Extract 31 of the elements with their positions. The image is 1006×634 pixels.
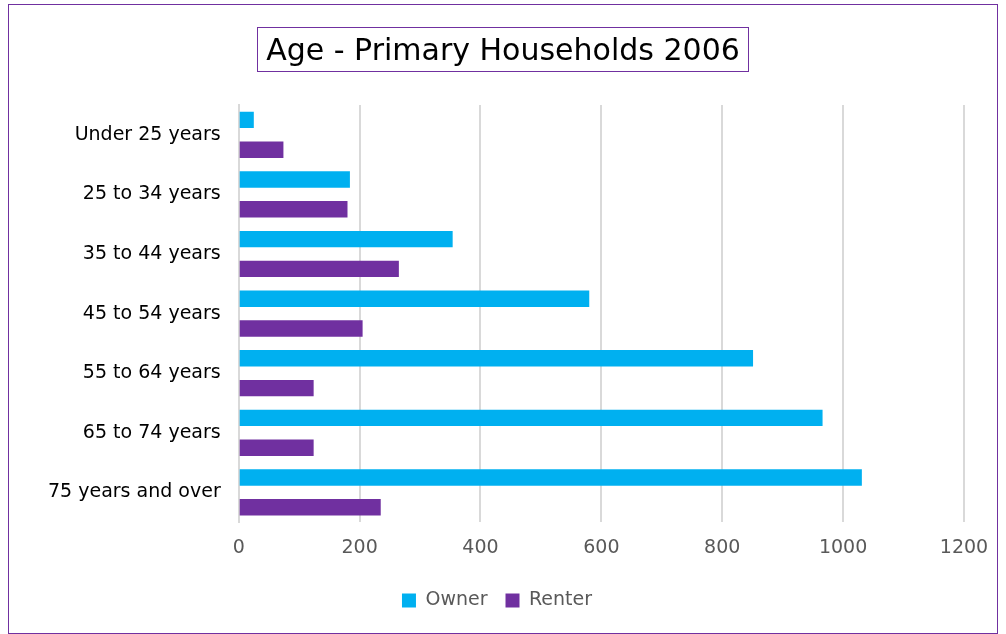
x-tick-label: 1200 (939, 534, 989, 557)
y-tick-label: 35 to 44 years (82, 240, 221, 263)
x-tick-label: 200 (341, 534, 378, 557)
y-tick-label: 75 years and over (47, 479, 221, 502)
bar (239, 320, 363, 337)
bar (239, 499, 381, 516)
y-tick-label: 55 to 64 years (82, 360, 221, 383)
legend-label: Renter (529, 587, 593, 610)
x-tick-label: 1000 (818, 534, 868, 557)
bar (239, 469, 862, 486)
bar (239, 230, 453, 248)
x-tick-label: 600 (583, 534, 620, 557)
y-tick-label: 65 to 74 years (82, 419, 221, 442)
bar (239, 350, 754, 367)
bar (239, 111, 254, 129)
legend-label: Owner (425, 587, 488, 610)
bar (239, 171, 350, 188)
x-tick-label: 0 (232, 534, 245, 557)
bar (239, 439, 314, 456)
bar (239, 201, 348, 218)
x-tick-label: 800 (704, 534, 741, 557)
bar (239, 141, 284, 158)
bar (239, 290, 590, 307)
chart-title: Age - Primary Households 2006 (257, 27, 749, 72)
x-tick-label: 400 (462, 534, 499, 557)
y-tick-label: 45 to 54 years (82, 300, 221, 323)
bar (239, 409, 823, 427)
bar (239, 260, 399, 278)
y-tick-label: Under 25 years (74, 121, 221, 144)
bar (239, 379, 314, 397)
y-tick-label: 25 to 34 years (82, 181, 221, 204)
